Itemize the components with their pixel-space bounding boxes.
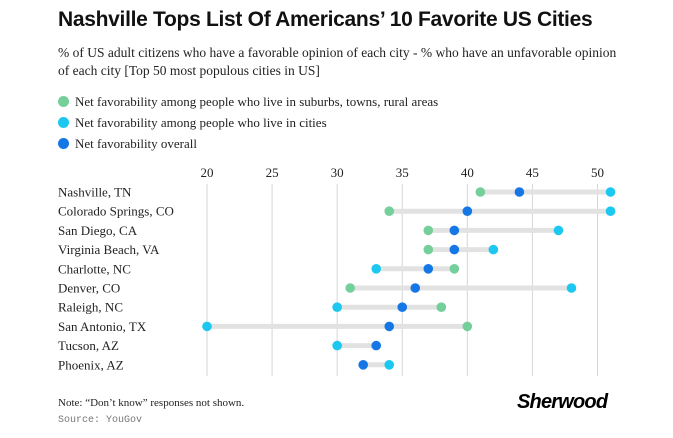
chart-subtitle: % of US adult citizens who have a favora… [58, 45, 617, 78]
dot-cities [332, 340, 342, 351]
row-label: Tucson, AZ [58, 338, 119, 353]
dot-plot-chart: 20 25 30 35 40 45 50 Nashville, TN Colorado Spri… [58, 165, 616, 376]
legend: Net favorability among people who live i… [58, 91, 438, 154]
legend-dot-suburbs [58, 96, 69, 107]
dot-overall [462, 206, 473, 216]
dot-suburbs [449, 264, 460, 274]
dot-cities [553, 225, 564, 236]
legend-item-cities: Net favorability among people who live i… [58, 112, 438, 133]
row-label: Raleigh, NC [58, 300, 123, 315]
dot-overall [397, 302, 408, 313]
dot-cities [332, 302, 342, 313]
dot-suburbs [384, 206, 395, 216]
dot-cities [384, 360, 395, 370]
dot-overall [371, 340, 382, 351]
legend-item-suburbs: Net favorability among people who live i… [58, 91, 438, 112]
dot-overall [410, 283, 421, 293]
x-tick-label: 50 [591, 165, 604, 180]
x-tick-label: 35 [396, 165, 409, 180]
dot-suburbs [345, 283, 355, 293]
dot-cities [605, 187, 616, 197]
dot-suburbs [423, 225, 434, 236]
dot-overall [449, 225, 460, 236]
footnote: Note: “Don’t know” responses not shown. [58, 397, 245, 409]
row-label: Colorado Springs, CO [58, 204, 174, 219]
dot-suburbs [423, 244, 434, 255]
chart-title: Nashville Tops List Of Americans’ 10 Fav… [58, 8, 593, 31]
row-label: San Diego, CA [58, 223, 138, 238]
dot-overall [423, 264, 434, 274]
dot-cities [202, 321, 212, 332]
brand-logo: Sherwood [517, 391, 608, 413]
x-tick-label: 45 [526, 165, 539, 180]
source-credit: Source: YouGov [58, 415, 143, 426]
row-label: Phoenix, AZ [58, 357, 124, 372]
x-tick-label: 30 [331, 165, 344, 180]
dot-suburbs [462, 321, 473, 332]
dot-overall [449, 244, 460, 255]
x-tick-label: 40 [461, 165, 474, 180]
dot-overall [384, 321, 395, 332]
dot-cities [371, 264, 382, 274]
dot-overall [514, 187, 525, 197]
dot-suburbs [436, 302, 447, 313]
row-label: Charlotte, NC [58, 261, 131, 276]
row-label: Nashville, TN [58, 185, 132, 200]
legend-dot-overall [58, 138, 69, 149]
legend-label-suburbs: Net favorability among people who live i… [75, 93, 439, 109]
dot-cities [605, 206, 616, 216]
row-label: Denver, CO [58, 281, 120, 296]
legend-label-overall: Net favorability overall [75, 135, 198, 151]
row-label: Virginia Beach, VA [58, 242, 160, 257]
dot-cities [488, 244, 499, 255]
legend-label-cities: Net favorability among people who live i… [75, 114, 327, 130]
dot-cities [566, 283, 577, 293]
legend-item-overall: Net favorability overall [58, 133, 438, 154]
row-label: San Antonio, TX [58, 319, 147, 334]
dot-suburbs [475, 187, 486, 197]
dot-overall [358, 360, 369, 370]
x-tick-label: 25 [266, 165, 279, 180]
x-tick-label: 20 [201, 165, 214, 180]
legend-dot-cities [58, 117, 69, 128]
